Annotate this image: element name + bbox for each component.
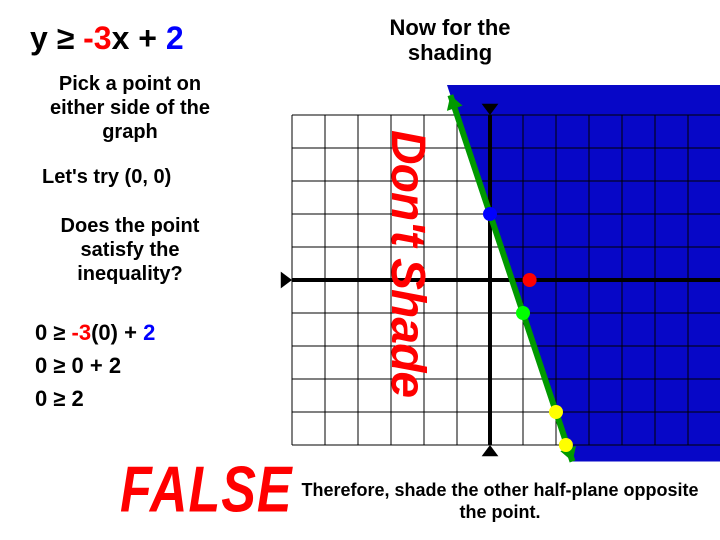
graph-area <box>280 85 720 465</box>
substitution-line-3: 0 ≥ 2 <box>35 382 290 415</box>
therefore-text: Therefore, shade the other half-plane op… <box>300 480 700 523</box>
now-for-shading-text: Now for the shading <box>350 15 550 66</box>
substitution-line-1: 0 ≥ -3(0) + 2 <box>35 316 290 349</box>
does-point-text: Does the point satisfy the inequality? <box>30 214 230 286</box>
substitution-block: 0 ≥ -3(0) + 2 0 ≥ 0 + 2 0 ≥ 2 <box>35 316 290 415</box>
pick-point-text: Pick a point on either side of the graph <box>30 72 230 144</box>
inequality-expression: y ≥ -3x + 2 <box>30 20 290 57</box>
substitution-line-2: 0 ≥ 0 + 2 <box>35 349 290 382</box>
dont-shade-label: Don't Shade <box>380 130 435 397</box>
lets-try-text: Let's try (0, 0) <box>42 166 290 189</box>
graph-svg <box>280 85 720 465</box>
false-label: FALSE <box>120 453 293 528</box>
